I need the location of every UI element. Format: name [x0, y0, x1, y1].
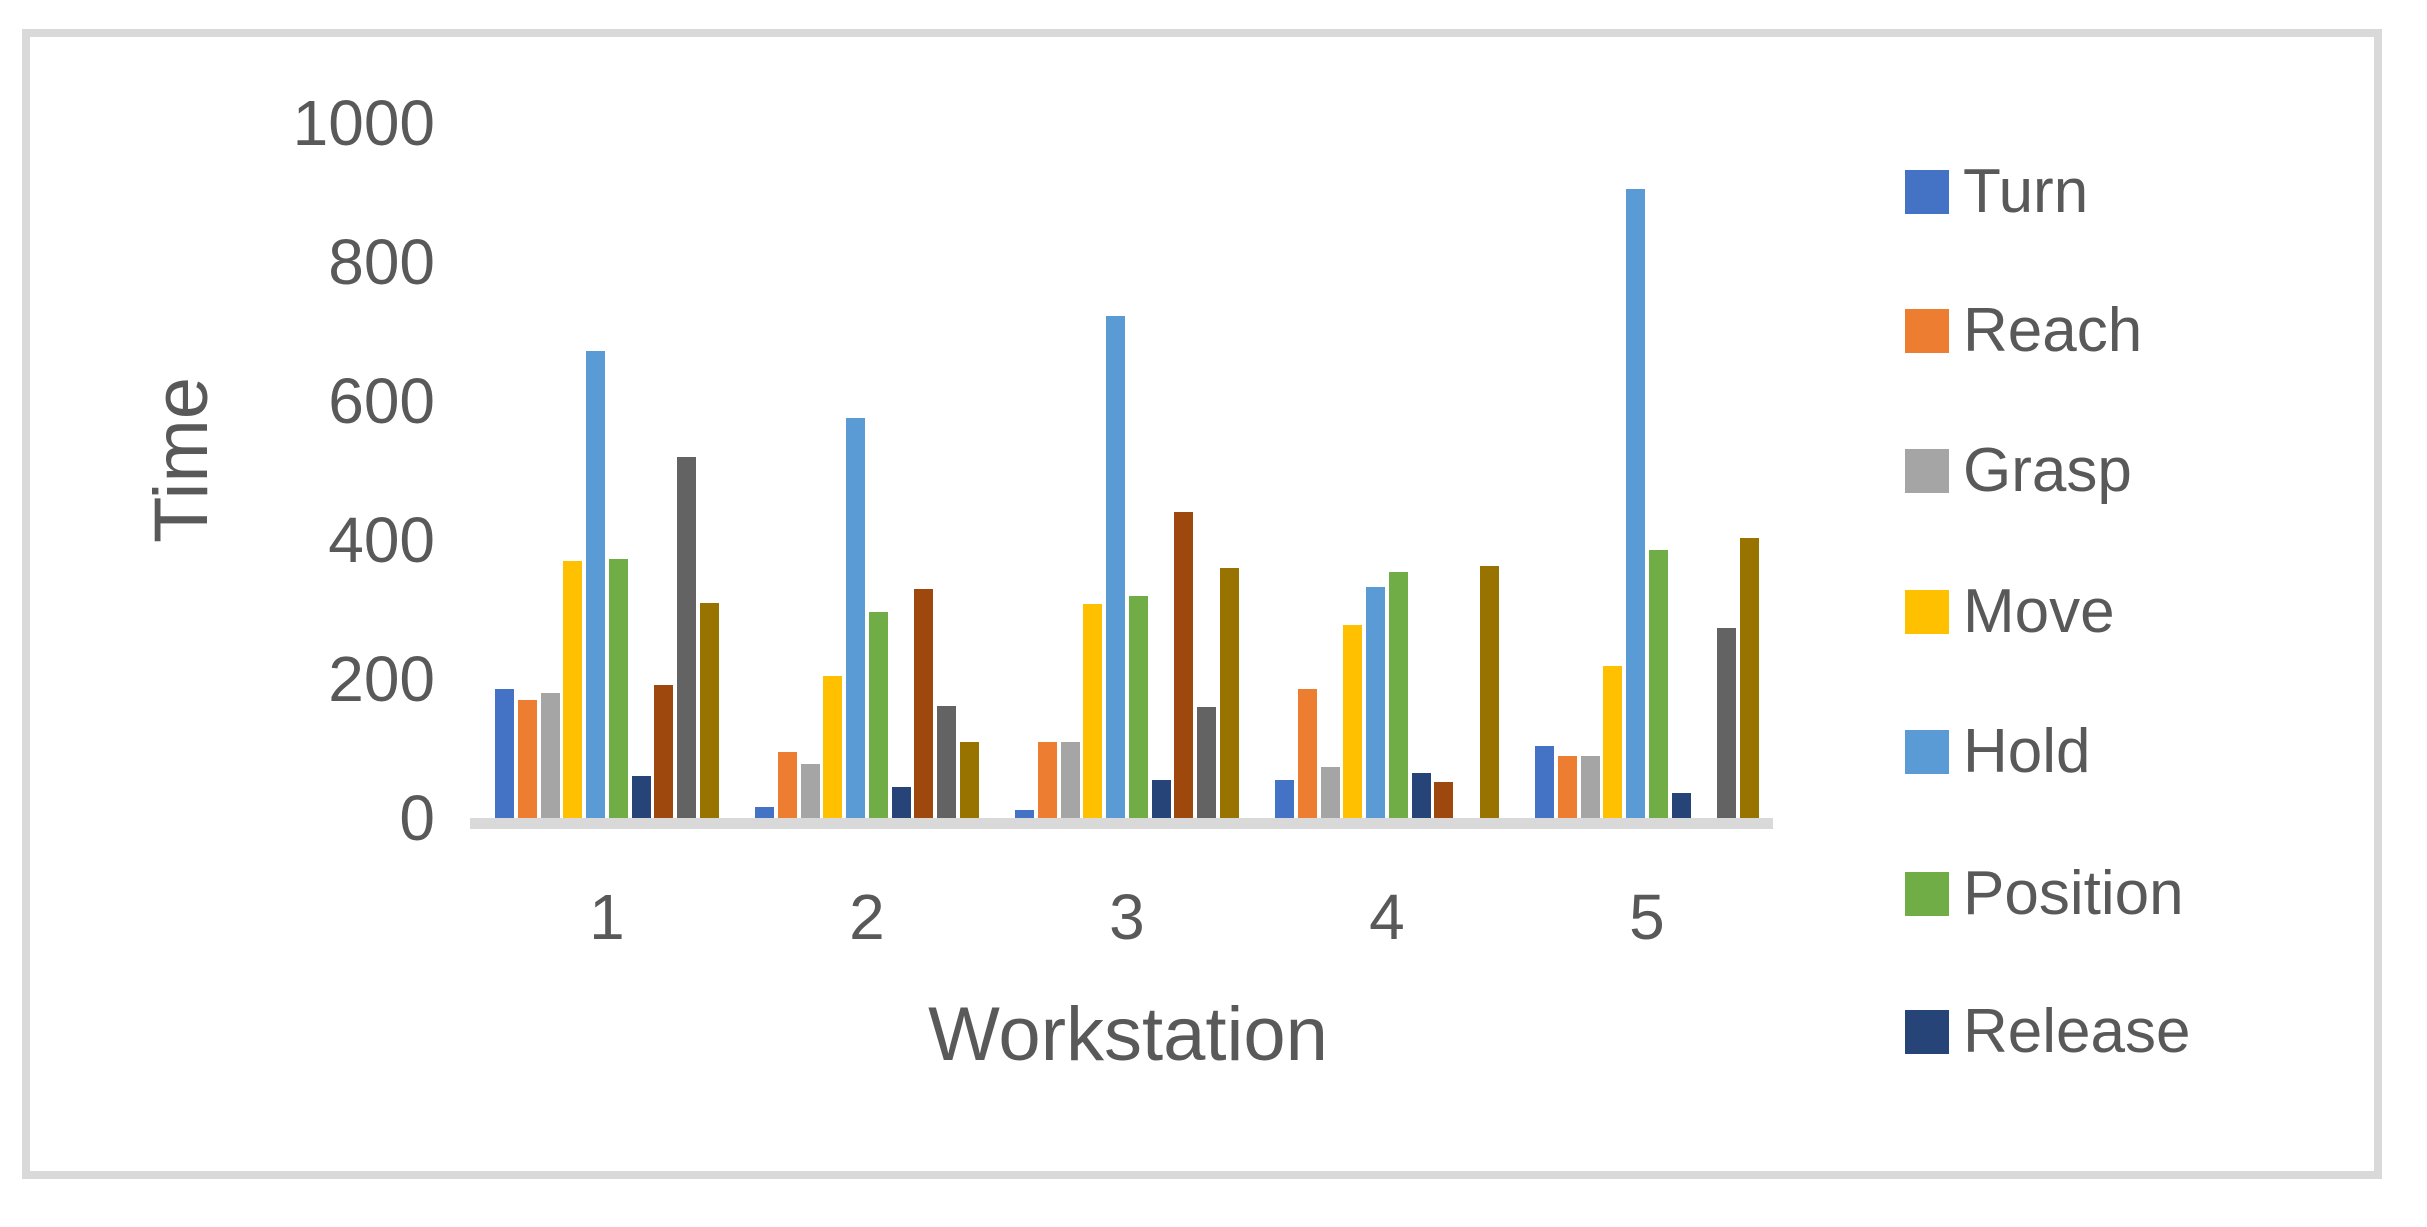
bar-reach-ws5 [1557, 756, 1577, 818]
legend-swatch-icon [1905, 730, 1949, 774]
bar-position-ws3 [1128, 595, 1148, 818]
x-tick-label-workstation-4: 4 [1369, 881, 1405, 953]
legend-label: Grasp [1963, 436, 2132, 505]
bar-series8-ws2 [914, 588, 934, 818]
chart-frame-border [22, 29, 2382, 1179]
legend-item-hold: Hold [1905, 717, 2091, 787]
legend-item-release: Release [1905, 997, 2190, 1067]
y-tick-label: 200 [328, 643, 435, 715]
legend-swatch-icon [1905, 170, 1949, 214]
legend-label: Position [1963, 859, 2184, 928]
bar-move-ws5 [1603, 665, 1623, 818]
legend-item-position: Position [1905, 859, 2184, 929]
bar-series10-ws3 [1219, 567, 1239, 818]
bar-turn-ws3 [1015, 810, 1034, 818]
x-tick-label-workstation-2: 2 [849, 881, 885, 953]
bar-release-ws1 [631, 776, 651, 818]
legend-label: Reach [1963, 296, 2143, 365]
legend-label: Hold [1963, 717, 2091, 786]
y-tick-label: 0 [399, 782, 435, 854]
y-tick-label: 800 [328, 226, 435, 298]
bar-hold-ws5 [1626, 189, 1645, 818]
legend-label: Move [1963, 577, 2115, 646]
legend: Turn Reach Grasp Move Hold Position Release [1905, 0, 2385, 1227]
bar-release-ws5 [1671, 792, 1691, 818]
bar-series8-ws4 [1434, 781, 1454, 818]
bar-series9-ws3 [1197, 706, 1216, 818]
bar-series8-ws1 [654, 684, 674, 818]
plot-area [470, 100, 1773, 818]
bar-series9-ws1 [677, 456, 696, 818]
bar-series10-ws4 [1479, 566, 1499, 818]
bar-release-ws4 [1411, 772, 1431, 818]
bar-release-ws3 [1151, 779, 1171, 818]
bar-reach-ws3 [1037, 741, 1057, 818]
legend-item-turn: Turn [1905, 157, 2088, 227]
bar-turn-ws5 [1535, 745, 1554, 818]
legend-swatch-icon [1905, 590, 1949, 634]
bar-position-ws5 [1648, 550, 1668, 818]
bar-reach-ws1 [517, 699, 537, 818]
legend-swatch-icon [1905, 449, 1949, 493]
bar-move-ws2 [823, 675, 843, 818]
legend-label: Release [1963, 997, 2191, 1066]
bar-grasp-ws2 [800, 763, 820, 818]
legend-swatch-icon [1905, 872, 1949, 916]
bar-series10-ws1 [699, 602, 719, 818]
bar-series9-ws2 [937, 706, 956, 818]
y-tick-label: 400 [328, 504, 435, 576]
y-tick-label: 1000 [292, 87, 435, 159]
legend-item-reach: Reach [1905, 296, 2142, 366]
x-tick-label-workstation-5: 5 [1629, 881, 1665, 953]
x-tick-label-workstation-3: 3 [1109, 881, 1145, 953]
bar-series10-ws2 [959, 741, 979, 818]
bar-move-ws3 [1083, 603, 1103, 818]
legend-swatch-icon [1905, 309, 1949, 353]
x-tick-label-workstation-1: 1 [589, 881, 625, 953]
bar-series8-ws3 [1174, 512, 1194, 818]
bar-turn-ws2 [755, 806, 774, 818]
bar-move-ws4 [1343, 624, 1363, 818]
bar-hold-ws4 [1366, 587, 1385, 818]
bar-move-ws1 [563, 560, 583, 818]
x-axis-title: Workstation [928, 992, 1328, 1077]
bar-turn-ws1 [495, 689, 514, 818]
bar-position-ws1 [608, 559, 628, 818]
bar-hold-ws1 [586, 350, 605, 818]
bar-release-ws2 [891, 786, 911, 818]
bar-grasp-ws4 [1320, 767, 1340, 818]
bar-position-ws4 [1388, 571, 1408, 818]
bar-grasp-ws5 [1580, 756, 1600, 818]
legend-swatch-icon [1905, 1010, 1949, 1054]
bar-reach-ws2 [777, 751, 797, 818]
bar-grasp-ws1 [540, 692, 560, 818]
y-tick-label: 600 [328, 365, 435, 437]
bar-series9-ws5 [1717, 628, 1736, 818]
bar-hold-ws3 [1106, 316, 1125, 818]
bar-position-ws2 [868, 611, 888, 818]
bar-hold-ws2 [846, 418, 865, 818]
legend-label: Turn [1963, 157, 2089, 226]
bar-grasp-ws3 [1060, 741, 1080, 818]
legend-item-move: Move [1905, 577, 2115, 647]
legend-item-grasp: Grasp [1905, 436, 2132, 506]
bar-series10-ws5 [1739, 537, 1759, 818]
bar-turn-ws4 [1275, 779, 1294, 818]
bar-reach-ws4 [1297, 689, 1317, 818]
x-axis-line [470, 818, 1773, 829]
